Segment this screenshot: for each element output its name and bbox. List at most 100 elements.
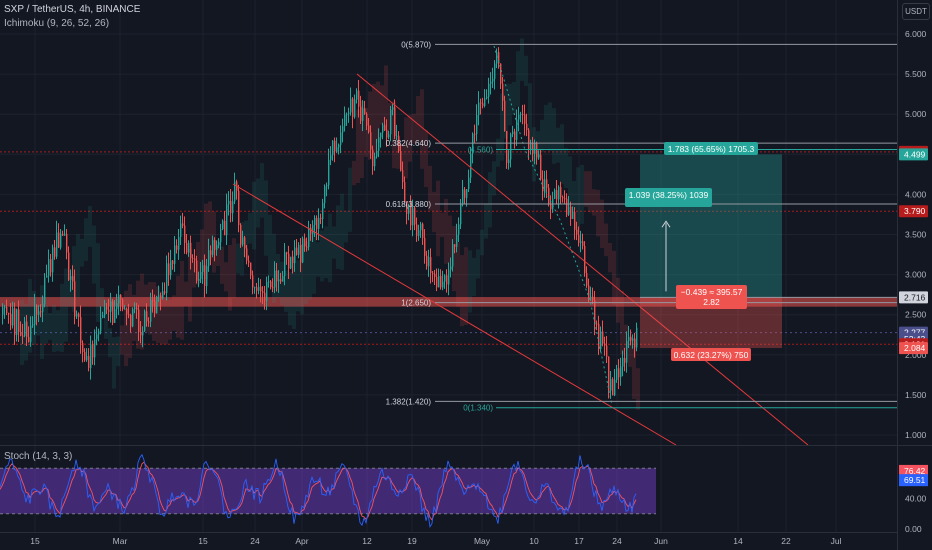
- candle: [586, 273, 588, 286]
- cloud-segment: [116, 336, 120, 367]
- candle: [410, 204, 412, 226]
- candle: [272, 287, 274, 289]
- price-label-bg: [899, 291, 928, 304]
- candle: [220, 229, 222, 243]
- cloud-segment: [104, 306, 108, 339]
- candle: [50, 259, 52, 273]
- candle: [270, 281, 272, 288]
- candle: [600, 331, 602, 350]
- candle: [84, 351, 86, 361]
- candle: [178, 236, 180, 250]
- candle: [176, 245, 178, 250]
- candle: [166, 263, 168, 293]
- cloud-segment: [616, 277, 620, 323]
- candle: [594, 300, 596, 324]
- symbol-title[interactable]: SXP / TetherUS, 4h, BINANCE: [4, 4, 141, 15]
- candle: [608, 356, 610, 391]
- cloud-segment: [404, 117, 408, 179]
- candle: [274, 270, 276, 288]
- cloud-segment: [540, 119, 544, 153]
- cloud-segment: [248, 212, 252, 244]
- candle: [438, 276, 440, 288]
- candle: [252, 275, 254, 288]
- candle: [212, 239, 214, 255]
- candle: [168, 263, 170, 276]
- fib-label-b: (4.560): [468, 145, 494, 154]
- candle: [448, 269, 450, 285]
- candle: [392, 107, 394, 110]
- candle: [398, 135, 400, 152]
- stoch-pane: [0, 453, 656, 528]
- candle: [370, 132, 372, 150]
- candle: [302, 238, 304, 263]
- stoch-legend[interactable]: Stoch (14, 3, 3): [4, 451, 73, 462]
- candle: [258, 286, 260, 291]
- stop-label: [671, 348, 751, 361]
- stoch-tick: 40.00: [905, 494, 927, 504]
- currency-button[interactable]: USDT: [902, 3, 930, 20]
- cloud-segment: [468, 250, 472, 313]
- candle: [528, 130, 530, 150]
- drawings: 0(5.870) 0.382(4.640) 0.618(3.880) 1(2.650)…: [232, 40, 897, 446]
- candle: [122, 299, 124, 310]
- cloud-segment: [372, 83, 376, 154]
- candle: [260, 286, 262, 292]
- price-tick: 5.500: [905, 69, 927, 79]
- time-tick: 10: [529, 536, 539, 546]
- cloud-segment: [252, 181, 256, 250]
- candle: [502, 83, 504, 101]
- candle: [424, 237, 426, 256]
- candle: [560, 186, 562, 198]
- time-tick: 22: [781, 536, 791, 546]
- candle: [466, 189, 468, 198]
- candle: [334, 140, 336, 152]
- cloud-segment: [572, 180, 576, 211]
- candle: [96, 334, 98, 340]
- stoch-d-line: [0, 461, 637, 521]
- candle: [476, 115, 478, 135]
- candle: [622, 357, 624, 367]
- candle: [80, 317, 82, 344]
- entry-label: [676, 285, 747, 309]
- candle: [200, 271, 202, 280]
- candle: [376, 150, 378, 157]
- candle: [86, 355, 88, 361]
- cloud-segment: [492, 161, 496, 196]
- candle: [450, 266, 452, 270]
- cloud-segment: [120, 325, 124, 355]
- fib-label: 0(5.870): [401, 40, 431, 49]
- candle: [54, 247, 56, 257]
- candle: [598, 323, 600, 350]
- candle: [554, 190, 556, 199]
- candle: [246, 248, 248, 261]
- candle: [382, 124, 384, 133]
- candle: [596, 323, 598, 325]
- cloud-segment: [504, 83, 508, 139]
- cloud-segment: [76, 234, 80, 298]
- candle: [522, 113, 524, 115]
- cloud-segment: [512, 81, 516, 115]
- support-zone: [0, 297, 897, 307]
- stop-label-text: 0.632 (23.27%) 750: [674, 350, 749, 360]
- cloud-segment: [560, 124, 564, 185]
- candle: [234, 181, 236, 202]
- candle: [512, 131, 514, 135]
- candle: [610, 379, 612, 391]
- candle: [352, 98, 354, 118]
- candle: [556, 190, 558, 200]
- candle: [390, 109, 392, 135]
- time-tick: 24: [250, 536, 260, 546]
- cloud-segment: [536, 131, 540, 160]
- cloud-segment: [592, 189, 596, 216]
- cloud-segment: [340, 193, 344, 270]
- candle: [22, 335, 24, 337]
- candle: [456, 234, 458, 247]
- ichimoku-legend[interactable]: Ichimoku (9, 26, 52, 26): [4, 18, 110, 29]
- candle: [88, 355, 90, 369]
- fib-label: 0.382(4.640): [386, 139, 432, 148]
- candle: [440, 276, 442, 288]
- cloud-segment: [288, 272, 292, 326]
- candle: [468, 177, 470, 190]
- candle: [154, 301, 156, 314]
